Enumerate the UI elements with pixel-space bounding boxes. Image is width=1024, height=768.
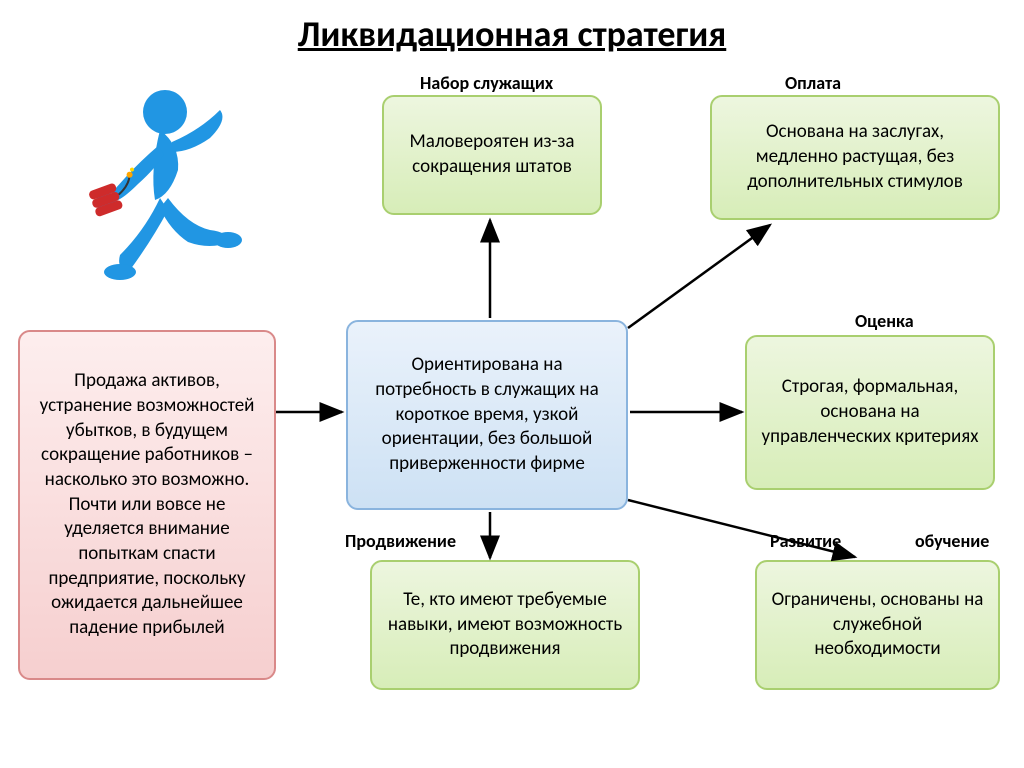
box-payment: Основана на заслугах, медленно растущая,… — [710, 95, 1000, 220]
label-training: обучение — [915, 530, 989, 552]
box-hiring: Маловероятен из-за сокращения штатов — [382, 95, 602, 215]
box-promo: Те, кто имеют требуемые навыки, имеют во… — [370, 560, 640, 690]
box-left-description: Продажа активов, устранение возможностей… — [18, 330, 276, 680]
figure-running-person — [60, 80, 260, 300]
label-eval: Оценка — [855, 310, 914, 332]
page-title: Ликвидационная стратегия — [0, 12, 1024, 56]
label-payment: Оплата — [785, 72, 841, 94]
label-hiring: Набор служащих — [420, 72, 553, 94]
label-dev: Развитие — [770, 530, 841, 552]
box-dev: Ограничены, основаны на служебной необхо… — [755, 560, 1000, 690]
label-promo: Продвижение — [345, 530, 456, 552]
box-center: Ориентирована на потребность в служащих … — [346, 320, 628, 510]
box-eval: Строгая, формальная, основана на управле… — [745, 335, 995, 490]
